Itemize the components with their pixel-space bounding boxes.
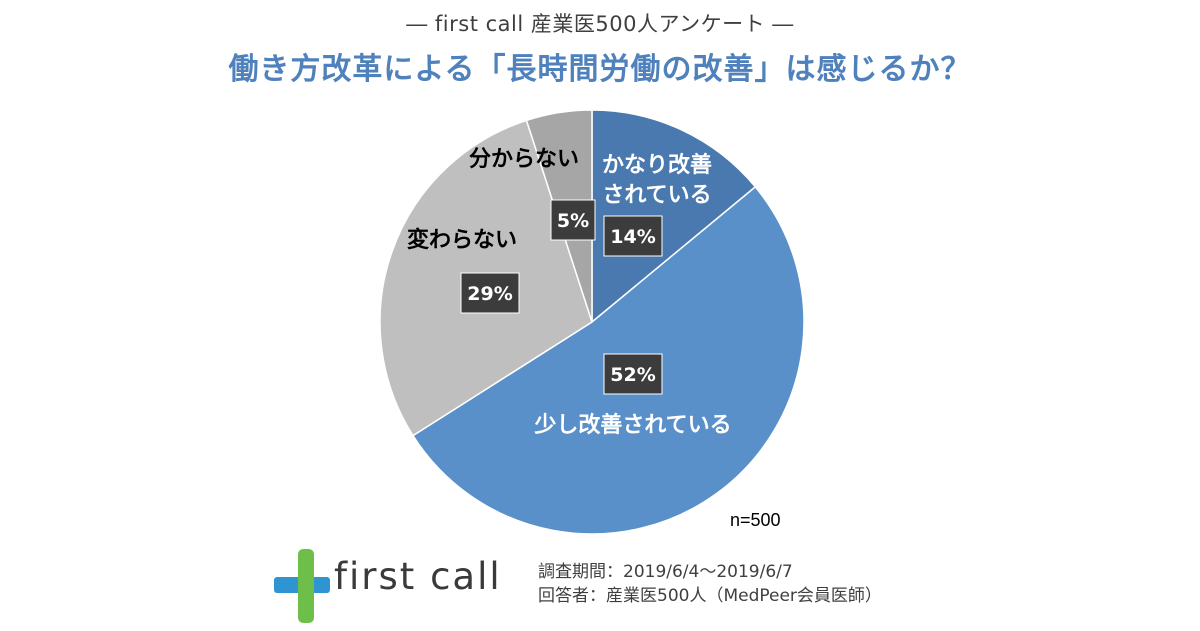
- pct-label-3: 29%: [467, 283, 512, 305]
- pie-slice-1: [591, 109, 757, 324]
- sample-size-note: n=500: [730, 510, 781, 530]
- logo-wordmark: first call: [334, 555, 502, 598]
- slice-label-4: 分からない: [469, 147, 579, 172]
- slice-label-3: 変わらない: [407, 227, 517, 253]
- chart-title: 働き方改革による「長時間労働の改善」は感じるか？: [228, 52, 972, 87]
- survey-info: 調査期間：2019/6/4～2019/6/7 回答者：産業医500人（MedPe…: [538, 560, 882, 608]
- pct-box-2: [603, 353, 663, 395]
- pct-label-1: 14%: [610, 226, 655, 248]
- chart-subtitle: ― first call 産業医500人アンケート ―: [406, 12, 794, 36]
- pct-box-4: [550, 199, 596, 241]
- first-call-logo: first call: [272, 547, 512, 627]
- slice-label-1: されている: [602, 183, 711, 208]
- medical-cross-logo-icon: [274, 549, 330, 623]
- pct-box-3: [460, 272, 520, 314]
- survey-respondents: 回答者：産業医500人（MedPeer会員医師）: [538, 586, 882, 606]
- pct-box-1: [603, 215, 663, 257]
- slice-label-2: 少し改善されている: [533, 412, 731, 438]
- survey-period: 調査期間：2019/6/4～2019/6/7: [538, 562, 793, 582]
- slice-label-1: かなり改善: [602, 152, 712, 178]
- pct-label-4: 5%: [557, 210, 589, 232]
- pct-label-2: 52%: [610, 364, 655, 386]
